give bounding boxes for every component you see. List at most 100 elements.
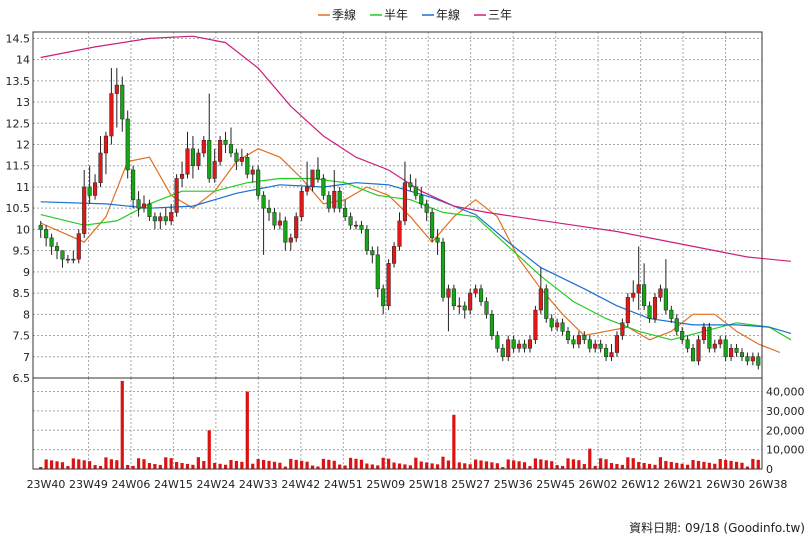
- volume-bar: [484, 461, 489, 469]
- volume-bar: [104, 457, 108, 469]
- volume-bar: [713, 463, 717, 469]
- candle-body: [495, 335, 500, 349]
- x-tick-label: 26W12: [621, 478, 660, 491]
- volume-bar: [289, 458, 293, 469]
- x-tick-label: 23W49: [69, 478, 108, 491]
- price-tick-label: 10: [16, 223, 30, 236]
- volume-bar: [533, 458, 538, 469]
- volume-bar: [185, 463, 190, 469]
- x-tick-label: 24W15: [154, 478, 193, 491]
- volume-bar: [446, 460, 451, 469]
- volume-bar: [392, 462, 396, 469]
- candle-body: [571, 339, 576, 345]
- volume-bar: [566, 458, 570, 469]
- x-tick-label: 24W42: [281, 478, 320, 491]
- volume-bar: [381, 457, 385, 469]
- candle-body: [576, 335, 581, 345]
- volume-bar: [310, 465, 315, 469]
- candle-body: [739, 352, 745, 358]
- volume-bar: [234, 460, 239, 469]
- candlesticks: [38, 68, 761, 370]
- candle-body: [125, 118, 130, 171]
- ma-line-0: [40, 148, 781, 354]
- candle-body: [82, 186, 87, 234]
- volume-bar: [256, 459, 260, 469]
- volume-bar: [93, 465, 97, 469]
- volume-bar: [267, 460, 271, 469]
- volume-bar: [305, 461, 309, 469]
- candle-body: [207, 140, 212, 179]
- volume-bar: [577, 460, 581, 469]
- volume-bar: [164, 457, 168, 469]
- candle-body: [620, 322, 625, 336]
- volume-bar: [724, 459, 728, 469]
- volume-bar: [142, 459, 146, 469]
- volume-bar: [343, 465, 347, 469]
- candle-body: [544, 288, 549, 319]
- candle-body: [283, 220, 288, 243]
- x-tick-label: 24W06: [112, 478, 151, 491]
- price-tick-label: 11.5: [6, 160, 31, 173]
- candle-body: [669, 309, 674, 319]
- candle-body: [163, 216, 168, 222]
- candle-body: [430, 212, 435, 239]
- volume-bar: [707, 462, 711, 469]
- volume-bar: [637, 462, 641, 469]
- candle-body: [392, 246, 397, 264]
- volume-tick-label: 20,000: [766, 424, 805, 437]
- candle-body: [457, 305, 462, 308]
- volume-bar: [365, 463, 369, 469]
- candle-body: [381, 288, 386, 307]
- price-tick-label: 9.5: [13, 245, 31, 258]
- volume-bar: [316, 466, 320, 469]
- x-tick-label: 25W09: [366, 478, 405, 491]
- volume-bar: [77, 459, 81, 469]
- candle-body: [707, 326, 712, 349]
- candle-body: [370, 250, 375, 256]
- candle-body: [527, 339, 533, 349]
- candle-body: [147, 203, 152, 217]
- volume-bar: [120, 380, 124, 469]
- candle-body: [413, 186, 418, 196]
- candle-body: [65, 258, 70, 261]
- candle-body: [712, 343, 717, 349]
- volume-bar: [588, 448, 592, 469]
- volume-bar: [425, 462, 429, 469]
- candle-body: [631, 292, 636, 298]
- price-tick-label: 12.5: [6, 117, 31, 130]
- volume-bar: [680, 463, 684, 469]
- candle-body: [76, 233, 81, 260]
- candle-body: [266, 207, 272, 213]
- volume-bar: [55, 461, 59, 469]
- volume-bar: [593, 465, 597, 469]
- legend-label-2: 年線: [436, 7, 460, 22]
- x-tick-label: 26W30: [706, 478, 745, 491]
- volume-bar: [359, 459, 364, 469]
- volume-tick-label: 40,000: [766, 386, 805, 399]
- volume-bar: [539, 459, 543, 469]
- volume-bar: [550, 461, 554, 469]
- volume-bar: [338, 464, 342, 469]
- candle-body: [582, 335, 587, 341]
- volume-bar: [115, 460, 119, 469]
- candle-body: [359, 224, 364, 230]
- volume-bar: [435, 464, 440, 469]
- candle-body: [696, 339, 701, 362]
- volume-bar: [560, 465, 565, 469]
- candle-body: [419, 195, 424, 205]
- candle-body: [353, 224, 359, 227]
- volume-bar: [321, 458, 325, 469]
- price-tick-label: 12: [16, 139, 30, 152]
- candle-body: [690, 348, 696, 362]
- volume-bar: [196, 457, 200, 469]
- volume-bar: [468, 464, 472, 469]
- volume-bar: [202, 461, 206, 469]
- volume-bar: [354, 458, 358, 469]
- volume-bar: [327, 459, 331, 469]
- candle-body: [332, 190, 337, 209]
- volume-bar: [686, 464, 690, 469]
- candle-body: [245, 156, 250, 175]
- volume-bar: [414, 457, 418, 469]
- volume-bar: [696, 460, 701, 469]
- x-tick-label: 26W21: [664, 478, 703, 491]
